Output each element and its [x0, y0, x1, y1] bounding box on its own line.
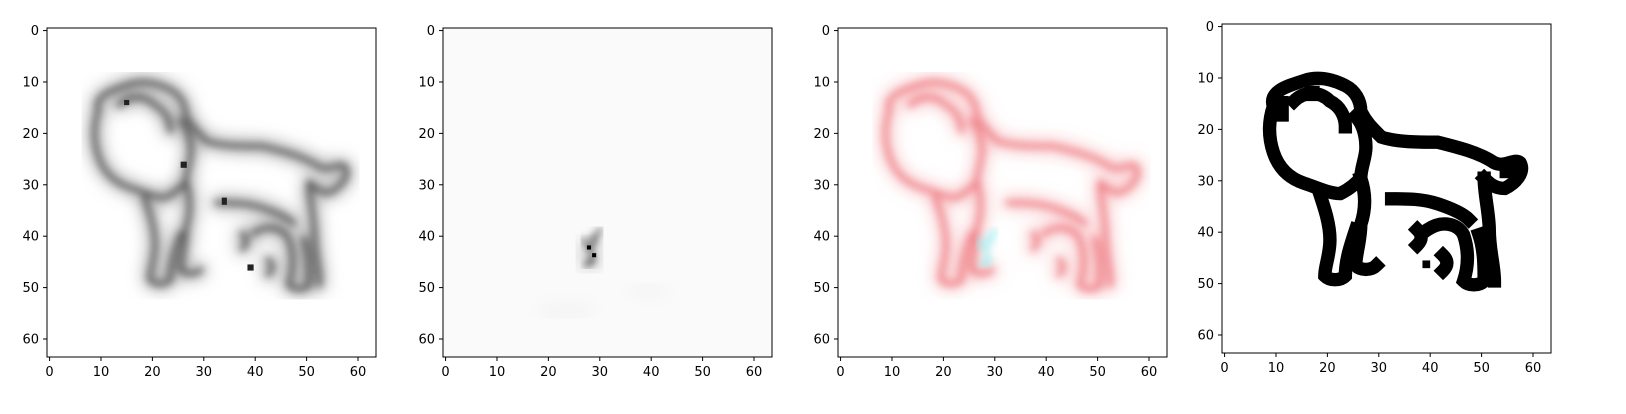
x-tick-label: 0: [45, 365, 53, 380]
x-tick-label: 10: [1268, 361, 1285, 376]
y-tick-label: 40: [813, 230, 830, 245]
x-tick-label: 0: [1220, 361, 1228, 376]
x-tick-label: 30: [1371, 361, 1388, 376]
x-tick-label: 60: [350, 365, 367, 380]
y-tick-label: 10: [813, 75, 830, 90]
y-tick-label: 30: [22, 178, 39, 193]
x-tick-label: 40: [247, 365, 264, 380]
panel-saliency: [442, 27, 773, 358]
y-tick-label: 0: [1206, 20, 1214, 35]
axes-frame: [442, 27, 773, 358]
saliency-blob: [535, 228, 670, 317]
lion-sketch: [95, 82, 347, 288]
x-tick-label: 60: [1525, 361, 1542, 376]
y-tick-label: 50: [813, 281, 830, 296]
x-tick-label: 0: [441, 365, 449, 380]
tick-layer: 0 0 10 10 20 20 30 30 40 40 50 50 60 60 0 0 10 10 20 20 30 30…: [22, 20, 1541, 380]
y-tick-label: 0: [31, 24, 39, 39]
y-tick-label: 50: [418, 281, 435, 296]
panel-binarized: [1221, 23, 1552, 354]
lion-binary: [1270, 78, 1522, 284]
y-tick-label: 30: [418, 178, 435, 193]
x-tick-label: 20: [144, 365, 161, 380]
x-tick-label: 10: [93, 365, 110, 380]
y-tick-label: 60: [1197, 329, 1214, 344]
x-tick-label: 50: [1089, 365, 1106, 380]
y-tick-label: 20: [418, 127, 435, 142]
y-tick-label: 10: [22, 75, 39, 90]
panel-overlay: [837, 27, 1168, 358]
y-tick-label: 10: [418, 75, 435, 90]
y-tick-label: 0: [822, 24, 830, 39]
x-tick-label: 30: [196, 365, 213, 380]
y-tick-label: 20: [1197, 123, 1214, 138]
lion-overlay: [886, 82, 1138, 288]
image-area: [443, 28, 772, 357]
x-tick-label: 40: [643, 365, 660, 380]
y-tick-label: 10: [1197, 71, 1214, 86]
y-tick-label: 30: [1197, 174, 1214, 189]
panel-original: [46, 27, 377, 358]
y-tick-label: 50: [22, 281, 39, 296]
y-tick-label: 40: [418, 230, 435, 245]
x-tick-label: 40: [1038, 365, 1055, 380]
x-tick-label: 0: [836, 365, 844, 380]
x-tick-label: 30: [592, 365, 609, 380]
x-tick-label: 50: [1473, 361, 1490, 376]
x-tick-label: 60: [746, 365, 763, 380]
y-tick-label: 60: [418, 333, 435, 348]
x-tick-label: 10: [489, 365, 506, 380]
y-tick-label: 20: [22, 127, 39, 142]
y-tick-label: 40: [22, 230, 39, 245]
x-tick-label: 10: [884, 365, 901, 380]
x-tick-label: 20: [1319, 361, 1336, 376]
x-tick-label: 20: [540, 365, 557, 380]
y-tick-label: 60: [22, 333, 39, 348]
y-tick-label: 60: [813, 333, 830, 348]
axes-frame: [46, 27, 377, 358]
x-tick-label: 40: [1422, 361, 1439, 376]
y-tick-label: 0: [427, 24, 435, 39]
x-tick-label: 50: [694, 365, 711, 380]
x-tick-label: 20: [935, 365, 952, 380]
y-tick-label: 40: [1197, 226, 1214, 241]
y-tick-label: 30: [813, 178, 830, 193]
y-tick-label: 20: [813, 127, 830, 142]
x-tick-label: 50: [298, 365, 315, 380]
x-tick-label: 30: [987, 365, 1004, 380]
axes-frame: [837, 27, 1168, 358]
y-tick-label: 50: [1197, 277, 1214, 292]
x-tick-label: 60: [1141, 365, 1158, 380]
axes-frame: [1221, 23, 1552, 354]
